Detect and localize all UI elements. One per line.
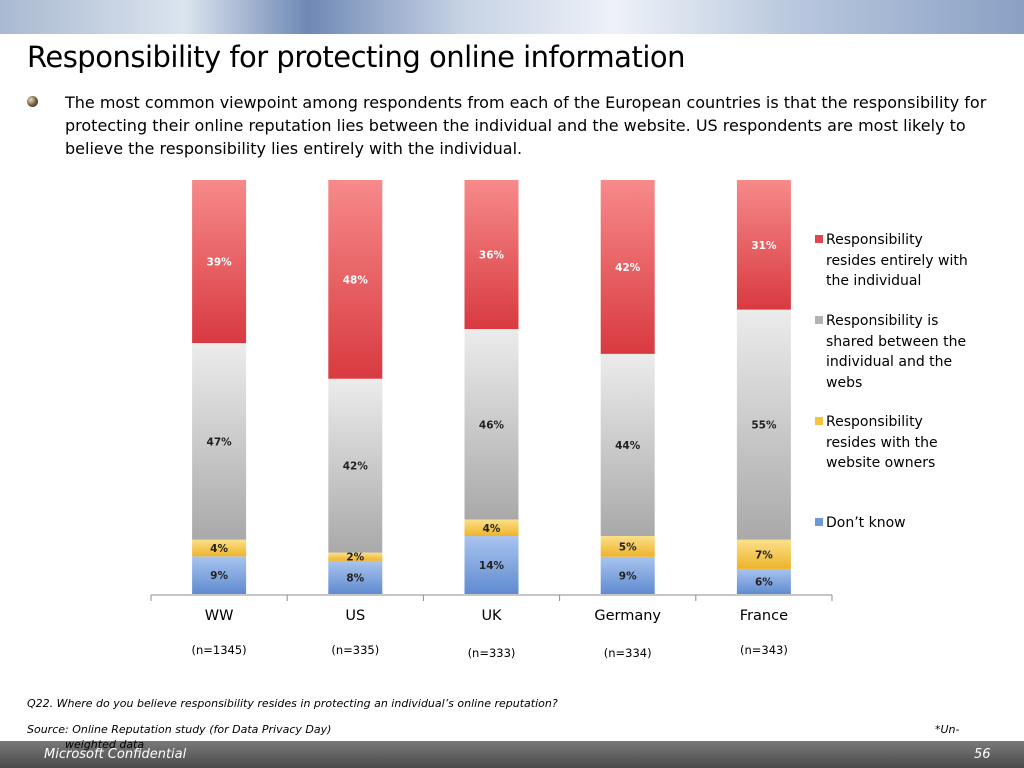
legend-swatch: [815, 235, 823, 243]
unweighted-note-continued: weighted data: [65, 738, 145, 751]
sample-size-label: (n=333): [468, 646, 516, 660]
legend-label-line: webs: [826, 374, 863, 391]
data-label: 8%: [346, 572, 364, 584]
stacked-bar-chart: 9% 4% 47% 39% WW (n=1345) 8% 2% 42% 48% US (n=335) 1…: [150, 180, 833, 660]
data-label: 39%: [207, 257, 233, 269]
legend-item-shared: Responsibility is shared between the indiv…: [815, 311, 991, 393]
sample-size-label: (n=343): [740, 643, 788, 657]
bar-segment-shared: [328, 378, 383, 553]
legend-label-line: individual and the: [826, 354, 953, 370]
data-label: 7%: [755, 549, 773, 561]
data-label: 9%: [619, 570, 637, 582]
bullet-icon: [27, 96, 38, 107]
legend-label-line: Responsibility: [826, 232, 923, 248]
bar-segment-dont_know: [736, 568, 791, 594]
legend-label-line: website owners: [826, 455, 936, 471]
x-tick-label: France: [740, 608, 788, 624]
bar-segment-individual: [600, 180, 655, 354]
bar-segment-individual: [736, 180, 791, 310]
sample-size-label: (n=335): [331, 643, 379, 657]
legend-item-individual: Responsibility resides entirely with the i…: [815, 230, 991, 292]
data-label: 31%: [751, 240, 777, 252]
bar-segment-individual: [192, 180, 247, 344]
bar-segment-website: [600, 536, 655, 557]
data-label: 5%: [619, 541, 637, 553]
legend-label-line: the individual: [826, 273, 922, 289]
bar-segment-dont_know: [192, 556, 247, 594]
bar-segment-website: [328, 552, 383, 561]
legend-label-line: Responsibility: [826, 414, 923, 430]
data-label: 6%: [755, 576, 773, 588]
legend-item-website: Responsibility resides with the website ow…: [815, 412, 991, 474]
legend-label-line: resides entirely with: [826, 252, 968, 269]
data-label: 9%: [210, 570, 228, 582]
x-tick-label: Germany: [594, 608, 661, 624]
bar-segment-dont_know: [600, 556, 655, 594]
header-banner: [0, 0, 1024, 34]
bar-segment-shared: [736, 309, 791, 540]
bar-segment-website: [192, 539, 247, 557]
footer-bar: [0, 741, 1024, 768]
data-label: 36%: [479, 250, 505, 262]
data-label: 48%: [343, 274, 369, 286]
data-label: 4%: [210, 543, 228, 555]
data-label: 14%: [479, 560, 505, 572]
data-label: 46%: [479, 419, 505, 431]
sample-size-label: (n=1345): [192, 643, 247, 657]
x-tick-label: UK: [481, 608, 502, 624]
legend-label-line: Responsibility is: [826, 313, 939, 329]
x-tick-label: WW: [205, 608, 234, 624]
bar-segment-shared: [464, 329, 519, 520]
legend-swatch: [815, 518, 823, 526]
data-label: 4%: [483, 523, 501, 535]
data-label: 44%: [615, 440, 641, 452]
legend-item-dont_know: Don’t know: [815, 513, 991, 534]
page-number: 56: [974, 747, 991, 762]
bar-segment-shared: [192, 343, 247, 540]
bar-segment-website: [736, 539, 791, 569]
bar-segment-shared: [600, 353, 655, 537]
bar-segment-dont_know: [328, 560, 383, 594]
data-label: 2%: [346, 552, 364, 564]
page-title: Responsibility for protecting online inf…: [27, 40, 686, 74]
confidential-label: Microsoft Confidential: [44, 747, 187, 762]
x-tick-label: US: [345, 608, 365, 624]
unweighted-note: *Un-: [935, 723, 960, 736]
bar-segment-individual: [328, 180, 383, 379]
bar-segment-dont_know: [464, 536, 519, 594]
legend-swatch: [815, 417, 823, 425]
legend-label-line: resides with the: [826, 434, 938, 451]
sample-size-label: (n=334): [604, 646, 652, 660]
data-label: 42%: [343, 461, 369, 473]
legend-label-line: Don’t know: [826, 515, 906, 531]
source-note: Source: Online Reputation study (for Dat…: [27, 723, 332, 736]
bar-segment-individual: [464, 180, 519, 330]
data-label: 42%: [615, 262, 641, 274]
bar-segment-website: [464, 519, 519, 537]
intro-text: The most common viewpoint among responde…: [65, 93, 987, 158]
survey-question: Q22. Where do you believe responsibility…: [27, 697, 558, 710]
legend-swatch: [815, 316, 823, 324]
data-label: 47%: [207, 436, 233, 448]
legend-label-line: shared between the: [826, 333, 967, 350]
data-label: 55%: [751, 420, 777, 432]
